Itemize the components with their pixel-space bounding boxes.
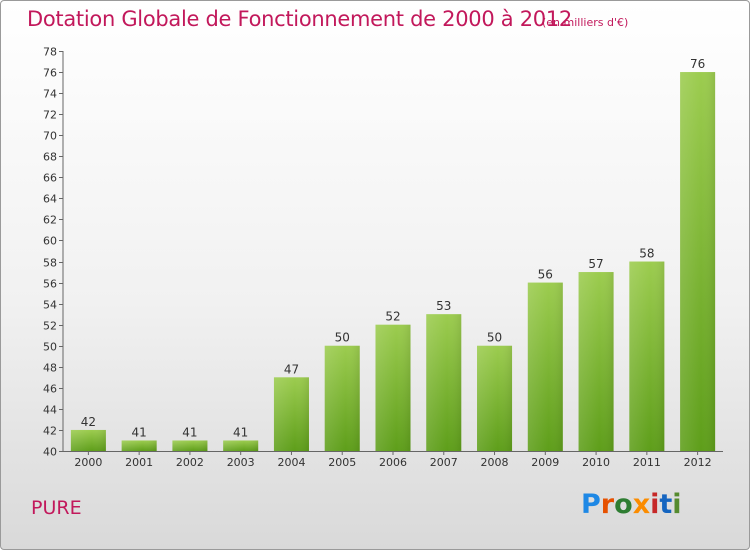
y-tick-label: 58 xyxy=(43,257,57,270)
bar-value-label: 57 xyxy=(588,257,603,271)
x-tick-label: 2003 xyxy=(227,456,255,469)
x-tick-label: 2006 xyxy=(379,456,407,469)
x-tick-label: 2000 xyxy=(74,456,102,469)
bar-shade xyxy=(121,440,157,451)
x-tick-label: 2010 xyxy=(582,456,610,469)
proxiti-logo[interactable]: Proxiti xyxy=(581,489,682,520)
x-tick-label: 2007 xyxy=(430,456,458,469)
y-axis: 40 42 44 46 48 50 52 54 56 58 60 62 64 66 68 70 72 74 76 78 xyxy=(43,46,64,459)
bar-shade xyxy=(172,440,208,451)
bars xyxy=(70,72,716,451)
logo-letter: P xyxy=(581,489,601,520)
bar-shade xyxy=(629,261,665,451)
bar-value-label: 41 xyxy=(233,425,248,439)
bar-value-label: 53 xyxy=(436,299,451,313)
bar-shade xyxy=(324,345,360,451)
bar-shade xyxy=(273,377,309,451)
logo-letter: r xyxy=(600,489,615,520)
y-tick-label: 48 xyxy=(43,362,57,375)
bar-value-label: 56 xyxy=(538,268,553,282)
chart-title: Dotation Globale de Fonctionnement de 20… xyxy=(27,7,572,31)
x-tick-label: 2008 xyxy=(481,456,509,469)
y-tick-label: 70 xyxy=(43,130,57,143)
y-tick-label: 62 xyxy=(43,214,57,227)
bar-shade xyxy=(477,345,513,451)
x-tick-label: 2005 xyxy=(328,456,356,469)
y-tick-label: 50 xyxy=(43,341,57,354)
chart-subtitle: (en milliers d'€) xyxy=(542,16,629,29)
y-tick-label: 40 xyxy=(43,446,57,459)
y-tick-label: 68 xyxy=(43,151,57,164)
bar-shade xyxy=(527,282,563,451)
bar-value-label: 76 xyxy=(690,57,705,71)
logo-letter: i xyxy=(650,489,660,520)
y-tick-label: 52 xyxy=(43,320,57,333)
y-tick-label: 76 xyxy=(43,67,57,80)
x-tick-label: 2012 xyxy=(684,456,712,469)
bar-shade xyxy=(375,324,411,451)
y-tick-label: 42 xyxy=(43,425,57,438)
y-tick-label: 64 xyxy=(43,193,57,206)
x-axis: 2000 2001 2002 2003 2004 2005 2006 2007 2008 2009… xyxy=(63,451,723,469)
bar-value-label: 41 xyxy=(132,425,147,439)
bar-shade xyxy=(426,314,462,451)
bar-shade xyxy=(70,429,106,451)
bar-value-label: 52 xyxy=(385,310,400,324)
bar-value-label: 50 xyxy=(487,331,502,345)
x-tick-label: 2009 xyxy=(531,456,559,469)
logo-letter: x xyxy=(632,489,651,520)
x-tick-label: 2011 xyxy=(633,456,661,469)
bar-value-label: 47 xyxy=(284,362,299,376)
y-tick-label: 78 xyxy=(43,46,57,59)
bar-value-label: 42 xyxy=(81,415,96,429)
logo-letter: t xyxy=(659,489,673,520)
data-labels: 42 41 41 41 47 50 52 53 50 56 57 58 76 xyxy=(81,57,706,439)
y-tick-label: 56 xyxy=(43,278,57,291)
y-tick-label: 44 xyxy=(43,404,57,417)
bar-shade xyxy=(680,72,716,451)
x-tick-label: 2004 xyxy=(277,456,305,469)
y-tick-label: 60 xyxy=(43,235,57,248)
logo-letter: o xyxy=(614,489,633,520)
y-tick-label: 74 xyxy=(43,88,57,101)
x-tick-label: 2001 xyxy=(125,456,153,469)
x-tick-label: 2002 xyxy=(176,456,204,469)
y-tick-label: 46 xyxy=(43,383,57,396)
y-tick-label: 66 xyxy=(43,172,57,185)
bar-value-label: 41 xyxy=(182,425,197,439)
commune-name: PURE xyxy=(31,497,82,519)
y-tick-label: 54 xyxy=(43,299,57,312)
bar-shade xyxy=(578,272,614,451)
bar-value-label: 50 xyxy=(335,331,350,345)
logo-letter: i xyxy=(672,489,682,520)
bar-shade xyxy=(223,440,259,451)
y-tick-label: 72 xyxy=(43,109,57,122)
bar-value-label: 58 xyxy=(639,247,654,261)
